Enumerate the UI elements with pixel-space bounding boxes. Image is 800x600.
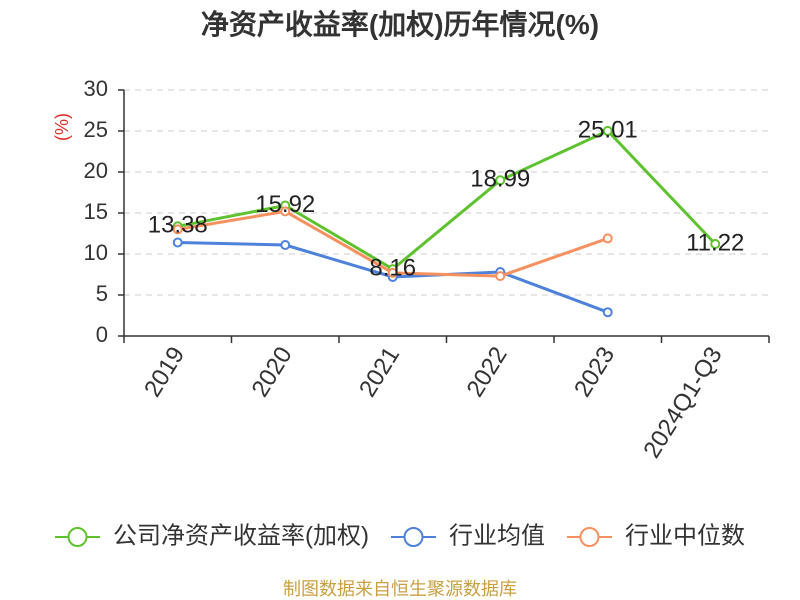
y-tick-label: 0 bbox=[96, 322, 108, 347]
legend-label: 公司净资产收益率(加权) bbox=[113, 522, 369, 549]
legend: 公司净资产收益率(加权) 行业均值 行业中位数 bbox=[55, 522, 745, 549]
data-point bbox=[495, 271, 506, 282]
data-point bbox=[172, 237, 183, 248]
y-tick-label: 5 bbox=[96, 281, 108, 306]
data-label: 8.16 bbox=[369, 254, 416, 281]
x-tick-label: 2022 bbox=[462, 342, 513, 402]
legend-circle-marker bbox=[579, 527, 600, 547]
y-tick-label: 25 bbox=[84, 117, 108, 142]
data-point bbox=[280, 239, 291, 250]
chart-title: 净资产收益率(加权)历年情况(%) bbox=[201, 8, 599, 40]
legend-circle-marker bbox=[403, 527, 424, 547]
y-axis-label: (%) bbox=[52, 113, 72, 141]
y-tick-label: 30 bbox=[84, 76, 108, 101]
data-label: 13.38 bbox=[148, 212, 208, 239]
legend-item-2[interactable]: 行业均值 bbox=[390, 522, 545, 549]
data-point bbox=[602, 125, 613, 136]
data-point bbox=[280, 206, 291, 217]
data-labels: 13.38 15.92 8.16 18.99 25.01 11.22 bbox=[148, 116, 745, 281]
data-point bbox=[602, 307, 613, 318]
data-point bbox=[387, 267, 398, 278]
series-line-1 bbox=[176, 129, 717, 271]
x-tick-label: 2020 bbox=[247, 342, 298, 402]
data-point bbox=[172, 224, 183, 235]
x-tick-label: 2019 bbox=[139, 342, 190, 402]
source-footer: 制图数据来自恒生聚源数据库 bbox=[283, 579, 517, 599]
data-label: 25.01 bbox=[578, 116, 638, 143]
grid-lines bbox=[124, 89, 769, 296]
series-lines bbox=[172, 125, 721, 318]
y-tick-label: 15 bbox=[84, 199, 108, 224]
data-point bbox=[602, 233, 613, 244]
axes: 0 5 10 15 20 25 30 2019 2020 2021 2022 2023 2024Q1-Q… bbox=[84, 76, 770, 463]
y-tick-label: 20 bbox=[84, 158, 108, 183]
data-label: 15.92 bbox=[255, 191, 315, 218]
x-tick-label: 2024Q1-Q3 bbox=[638, 342, 727, 463]
legend-circle-marker bbox=[67, 527, 88, 547]
x-tick-label: 2023 bbox=[569, 342, 620, 402]
data-point bbox=[495, 175, 506, 186]
y-tick-label: 10 bbox=[84, 240, 108, 265]
legend-item-1[interactable]: 公司净资产收益率(加权) bbox=[55, 522, 369, 549]
data-label: 18.99 bbox=[470, 166, 530, 193]
data-label: 11.22 bbox=[686, 229, 744, 256]
x-tick-label: 2021 bbox=[354, 342, 405, 402]
data-point bbox=[710, 238, 721, 249]
legend-label: 行业中位数 bbox=[625, 522, 745, 549]
legend-label: 行业均值 bbox=[449, 522, 545, 549]
legend-item-3[interactable]: 行业中位数 bbox=[566, 522, 745, 549]
